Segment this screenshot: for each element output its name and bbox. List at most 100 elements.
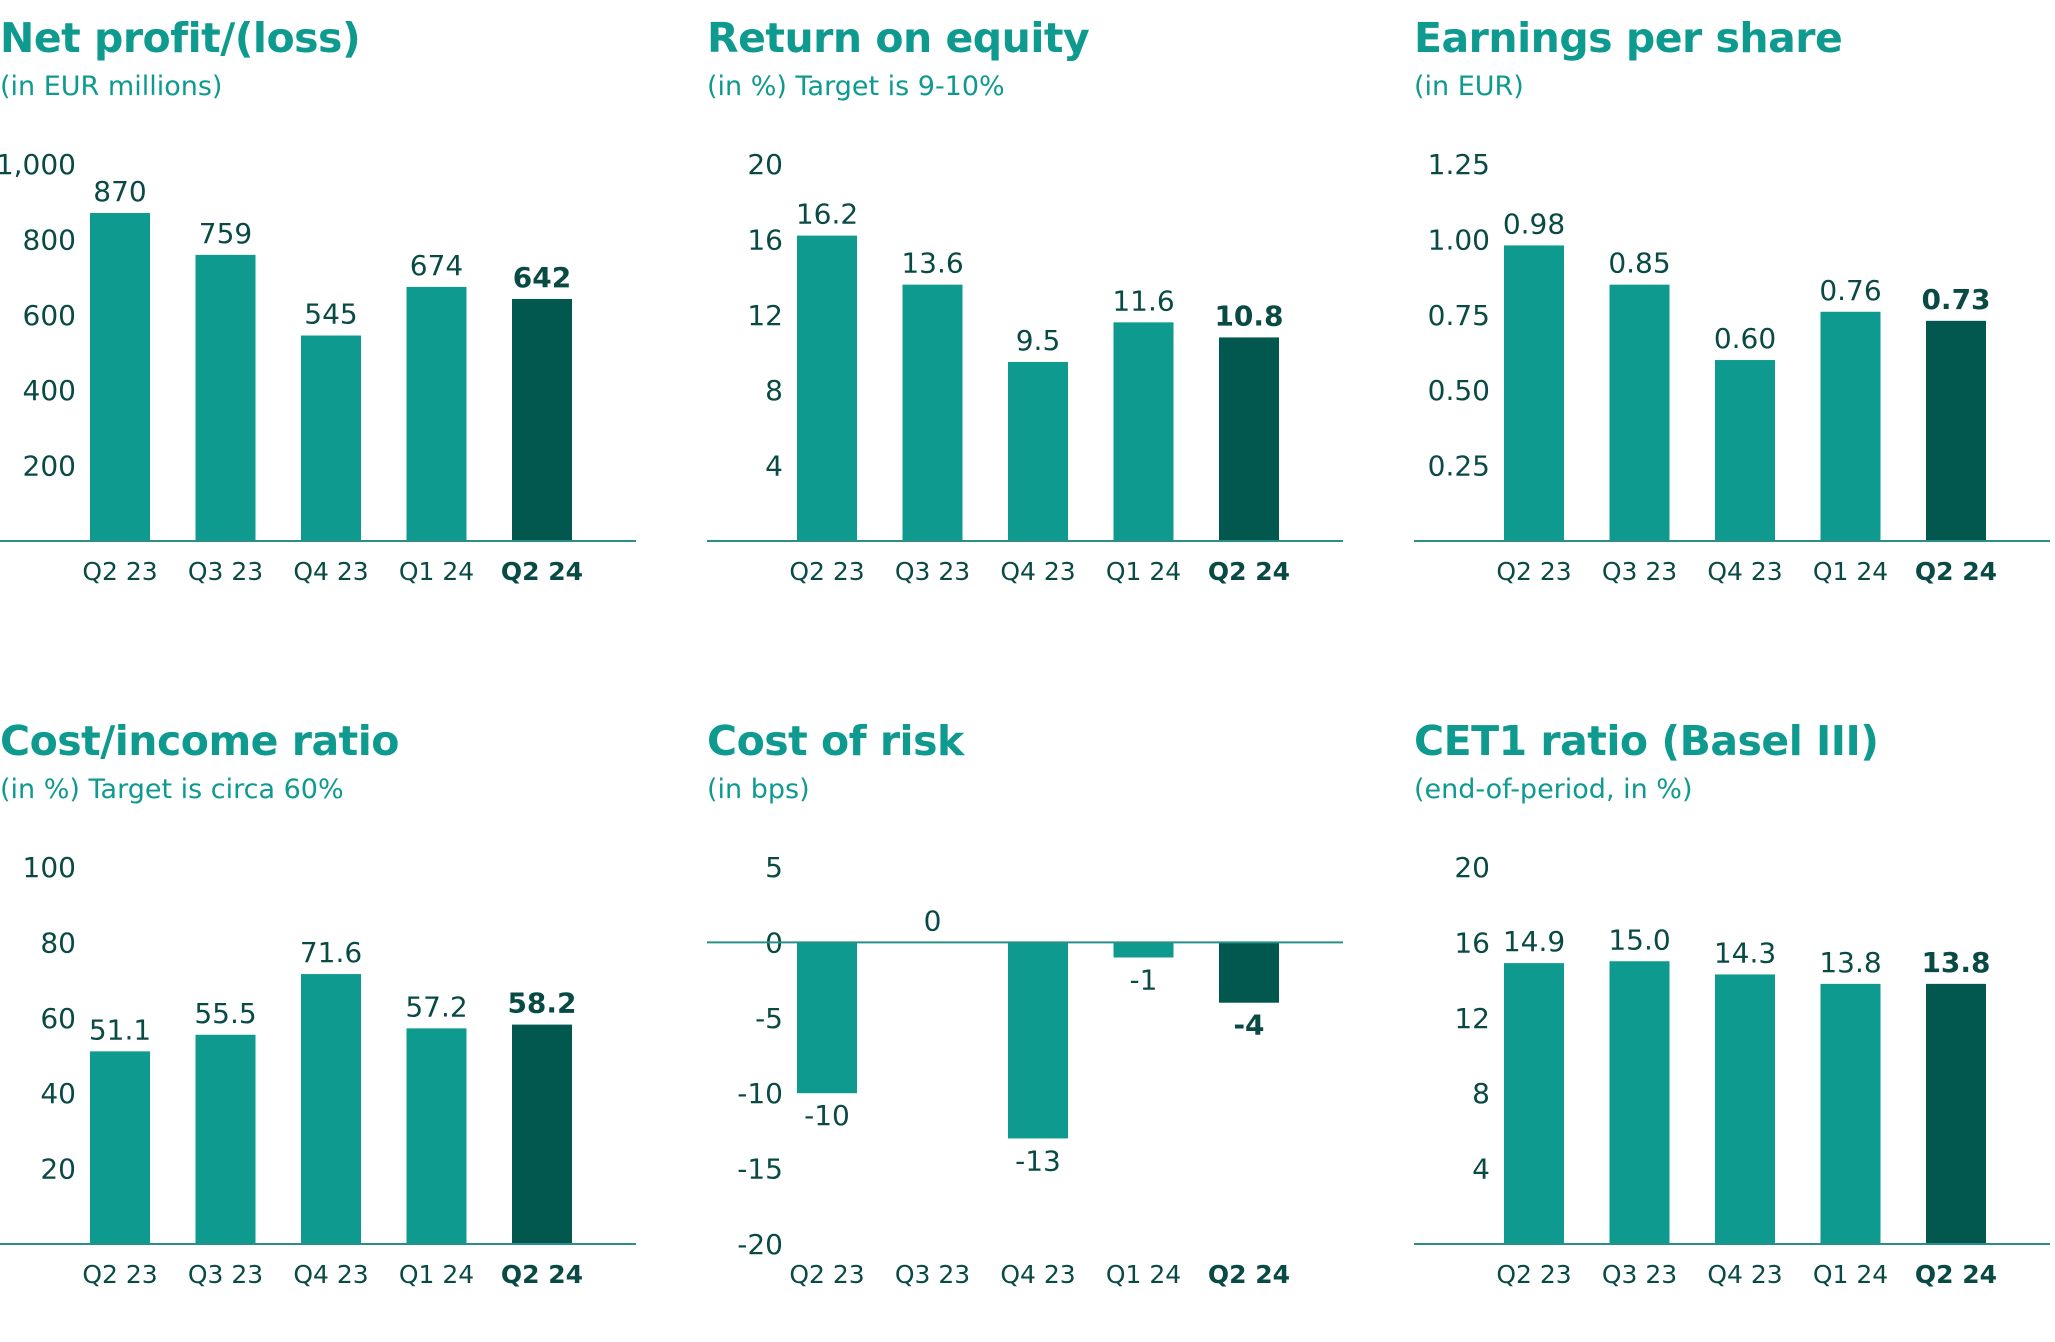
bar [301, 335, 361, 541]
category-label: Q3 23 [188, 1260, 263, 1289]
bar [1113, 322, 1174, 541]
bar [195, 254, 256, 541]
bar [512, 1024, 572, 1244]
bar [512, 298, 572, 541]
bar [797, 235, 857, 541]
data-label: 0.98 [1503, 207, 1565, 240]
category-label: Q3 23 [895, 557, 970, 586]
y-tick-label: 400 [23, 374, 76, 407]
bar [90, 1051, 150, 1244]
data-label: 16.2 [796, 198, 858, 231]
y-tick-label: -5 [755, 1002, 783, 1035]
category-label: Q1 24 [1813, 1260, 1888, 1289]
bar [406, 286, 467, 541]
category-label: Q4 23 [1000, 557, 1075, 586]
y-tick-label: 40 [40, 1077, 76, 1110]
y-tick-label: -20 [737, 1228, 783, 1261]
data-label: 55.5 [194, 997, 256, 1030]
chart-plot: 0.25 0.50 0.75 1.00 1.25 0.98 Q2 23 0.85 Q3 23 0.… [1414, 148, 2050, 586]
data-label: 15.0 [1608, 923, 1670, 956]
data-label: 674 [410, 249, 463, 282]
y-tick-label: 60 [40, 1002, 76, 1035]
category-label: Q4 23 [1707, 1260, 1782, 1289]
bar [195, 1034, 256, 1244]
data-label: 13.6 [901, 247, 963, 280]
y-tick-label: -15 [737, 1153, 783, 1186]
bar [1008, 361, 1068, 541]
y-tick-label: -10 [737, 1077, 783, 1110]
bar [90, 213, 150, 541]
y-tick-label: 20 [40, 1153, 76, 1186]
data-label: 0.76 [1819, 274, 1881, 307]
data-label: 14.9 [1503, 925, 1565, 958]
y-tick-label: 20 [1454, 851, 1490, 884]
category-label: Q2 23 [789, 1260, 864, 1289]
y-tick-label: 1.25 [1428, 148, 1490, 181]
y-tick-label: 4 [1472, 1153, 1490, 1186]
data-label: 545 [304, 298, 357, 331]
chart-subtitle: (in EUR) [1414, 71, 1524, 102]
y-tick-label: 4 [765, 450, 783, 483]
bar [1113, 942, 1174, 958]
bar [1219, 942, 1279, 1003]
chart-title: Earnings per share [1414, 14, 1843, 62]
y-tick-label: 12 [747, 299, 783, 332]
data-label: 13.8 [1921, 946, 1990, 979]
y-tick-label: 0.75 [1428, 299, 1490, 332]
bar [1504, 963, 1564, 1244]
category-label: Q2 24 [1208, 1260, 1290, 1289]
y-tick-label: 8 [765, 374, 783, 407]
y-tick-label: 100 [23, 851, 76, 884]
category-label: Q4 23 [293, 1260, 368, 1289]
category-label: Q2 23 [1496, 1260, 1571, 1289]
category-label: Q3 23 [895, 1260, 970, 1289]
bar [1008, 942, 1068, 1139]
category-label: Q2 24 [1208, 557, 1290, 586]
bar [1219, 337, 1279, 541]
chart-panel-cost-income-ratio: Cost/income ratio (in %) Target is circa… [0, 703, 640, 1323]
data-label: 0.60 [1714, 322, 1776, 355]
category-label: Q2 23 [1496, 557, 1571, 586]
data-label: 9.5 [1016, 324, 1061, 357]
data-label: 0 [924, 904, 942, 937]
data-label: 11.6 [1112, 284, 1174, 317]
chart-plot: 4 8 12 16 20 14.9 Q2 23 15.0 Q3 23 14.3 Q4 23 13.8 Q… [1414, 851, 2050, 1289]
bar [1820, 983, 1881, 1244]
category-label: Q2 24 [1915, 557, 1997, 586]
data-label: 870 [93, 175, 146, 208]
chart-subtitle: (in %) Target is circa 60% [0, 774, 344, 805]
y-tick-label: 12 [1454, 1002, 1490, 1035]
y-tick-label: 16 [747, 223, 783, 256]
y-tick-label: 8 [1472, 1077, 1490, 1110]
data-label: -10 [804, 1099, 850, 1132]
category-label: Q1 24 [1106, 557, 1181, 586]
category-label: Q2 24 [501, 1260, 583, 1289]
category-label: Q3 23 [1602, 1260, 1677, 1289]
category-label: Q4 23 [1707, 557, 1782, 586]
bar [1715, 974, 1775, 1244]
chart-panel-earnings-per-share: Earnings per share (in EUR) 0.25 0.50 0.75… [1414, 0, 2054, 620]
category-label: Q2 23 [789, 557, 864, 586]
bar [1609, 961, 1670, 1244]
data-label: 0.85 [1608, 247, 1670, 280]
bar [1926, 983, 1986, 1244]
bar [301, 974, 361, 1244]
data-label: 58.2 [507, 987, 576, 1020]
category-label: Q4 23 [1000, 1260, 1075, 1289]
chart-subtitle: (end-of-period, in %) [1414, 774, 1693, 805]
category-label: Q2 24 [501, 557, 583, 586]
y-tick-label: 800 [23, 223, 76, 256]
bar [1609, 284, 1670, 541]
bar [1926, 320, 1986, 541]
y-tick-label: 1.00 [1428, 223, 1490, 256]
data-label: -1 [1130, 963, 1158, 996]
category-label: Q2 23 [82, 557, 157, 586]
y-tick-label: 80 [40, 926, 76, 959]
chart-plot: 200 400 600 800 1,000 870 Q2 23 759 Q3 23 545 Q4 2… [0, 148, 636, 586]
data-label: 51.1 [89, 1013, 151, 1046]
chart-panel-cost-of-risk: Cost of risk (in bps) -20 -15 -10 -5 0 5 -10 Q2… [707, 703, 1347, 1323]
data-label: 642 [513, 261, 571, 294]
chart-plot: 20 40 60 80 100 51.1 Q2 23 55.5 Q3 23 71.6 Q4 23 57… [0, 851, 636, 1289]
chart-panel-cet1-ratio: CET1 ratio (Basel III) (end-of-period, i… [1414, 703, 2054, 1323]
